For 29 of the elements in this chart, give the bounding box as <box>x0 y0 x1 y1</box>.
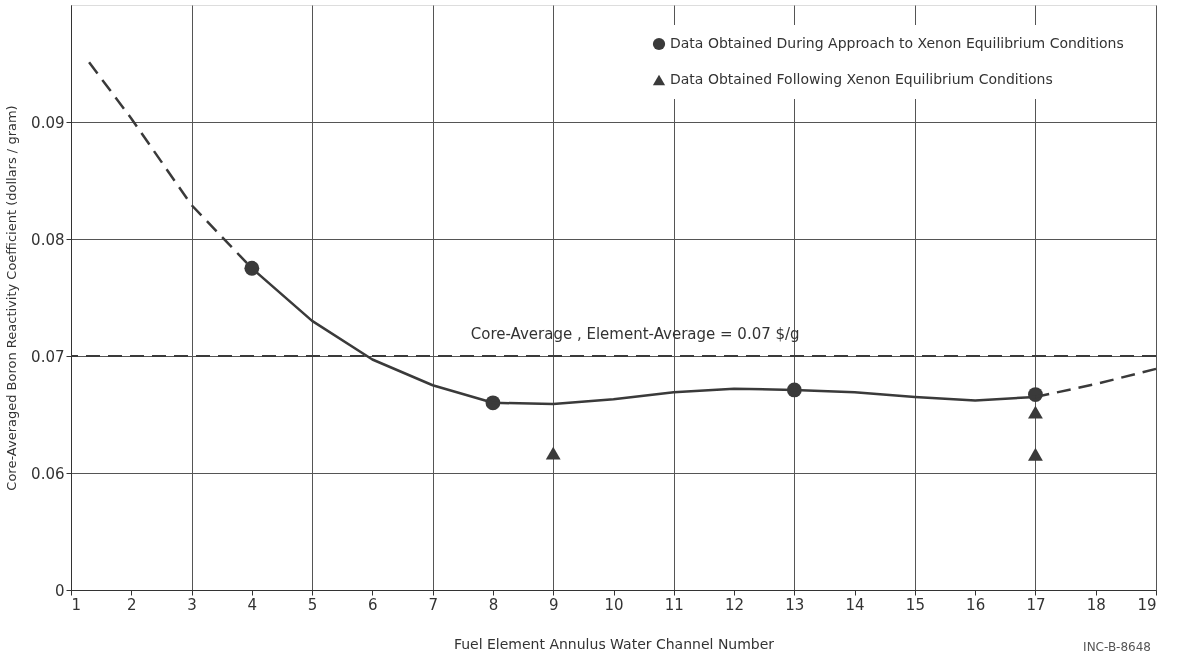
x-tick-label: 3 <box>187 595 197 614</box>
x-tick-label: 10 <box>604 595 624 614</box>
legend-label: Data Obtained During Approach to Xenon Equilibrium Conditions <box>670 35 1124 51</box>
x-tick-label: 5 <box>307 595 318 614</box>
x-tick-label: 6 <box>368 595 378 614</box>
y-axis-title: Core-Averaged Boron Reactivity Coefficient (dollars / gram) <box>4 105 20 491</box>
x-tick-label: 14 <box>845 595 865 614</box>
x-tick-label: 9 <box>548 595 559 614</box>
x-tick-label: 15 <box>905 595 925 614</box>
y-tick-label: 0.09 <box>31 113 65 132</box>
legend-label: Data Obtained Following Xenon Equilibrium Conditions <box>670 71 1053 87</box>
x-tick-label: 18 <box>1086 595 1106 614</box>
text: INC-B-8648 <box>1083 640 1151 654</box>
y-tick-label: 0.06 <box>31 464 65 483</box>
y-tick-label: 0 <box>54 581 65 600</box>
x-axis-title: Fuel Element Annulus Water Channel Number <box>453 635 775 652</box>
x-tick-label: 8 <box>488 595 499 614</box>
x-tick-label: 17 <box>1026 595 1046 614</box>
x-tick-label: 2 <box>127 595 137 614</box>
x-tick-label: 1 <box>71 595 82 614</box>
x-tick-label: 19 <box>1137 595 1157 614</box>
x-tick-label: 4 <box>247 595 258 614</box>
x-tick-label: 13 <box>785 595 805 614</box>
x-tick-label: 12 <box>725 595 745 614</box>
x-tick-label: 16 <box>966 595 986 614</box>
x-tick-label: 7 <box>428 595 438 614</box>
y-tick-label: 0.08 <box>31 230 65 249</box>
y-tick-label: 0.07 <box>31 347 65 366</box>
x-tick-label: 11 <box>664 595 684 614</box>
